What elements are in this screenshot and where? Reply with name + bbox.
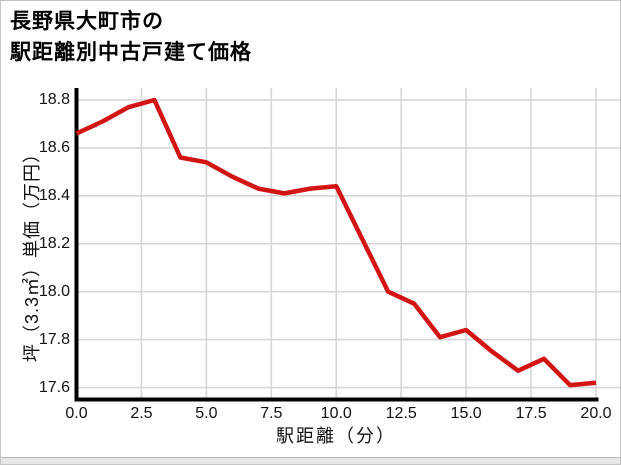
chart-title-line2: 駅距離別中古戸建て価格 xyxy=(10,41,252,64)
x-tick-label: 7.5 xyxy=(260,405,283,422)
y-tick-label: 17.6 xyxy=(38,378,70,396)
x-tick-label: 12.5 xyxy=(385,405,417,422)
y-tick-label: 18.6 xyxy=(38,138,70,156)
x-tick-label: 5.0 xyxy=(195,405,218,422)
y-axis-label: 坪（3.3㎡）単価（万円） xyxy=(22,143,42,363)
y-tick-label: 17.8 xyxy=(38,330,70,348)
x-tick-label: 2.5 xyxy=(130,405,153,422)
y-tick-label: 18.8 xyxy=(38,90,70,108)
x-tick-label: 10.0 xyxy=(320,405,352,422)
bottom-strip xyxy=(1,457,620,464)
x-tick-label: 0.0 xyxy=(65,405,88,422)
y-tick-label: 18.4 xyxy=(38,186,70,204)
price-line-series xyxy=(75,97,597,388)
x-tick-label: 20.0 xyxy=(580,405,612,422)
chart-title: 長野県大町市の 駅距離別中古戸建て価格 xyxy=(10,6,252,68)
x-tick-label: 15.0 xyxy=(450,405,482,422)
x-tick-label: 17.5 xyxy=(515,405,547,422)
y-tick-label: 18.0 xyxy=(38,282,70,300)
x-axis-label: 駅距離（分） xyxy=(276,426,396,446)
chart-title-line1: 長野県大町市の xyxy=(10,10,164,33)
y-tick-label: 18.2 xyxy=(38,234,70,252)
